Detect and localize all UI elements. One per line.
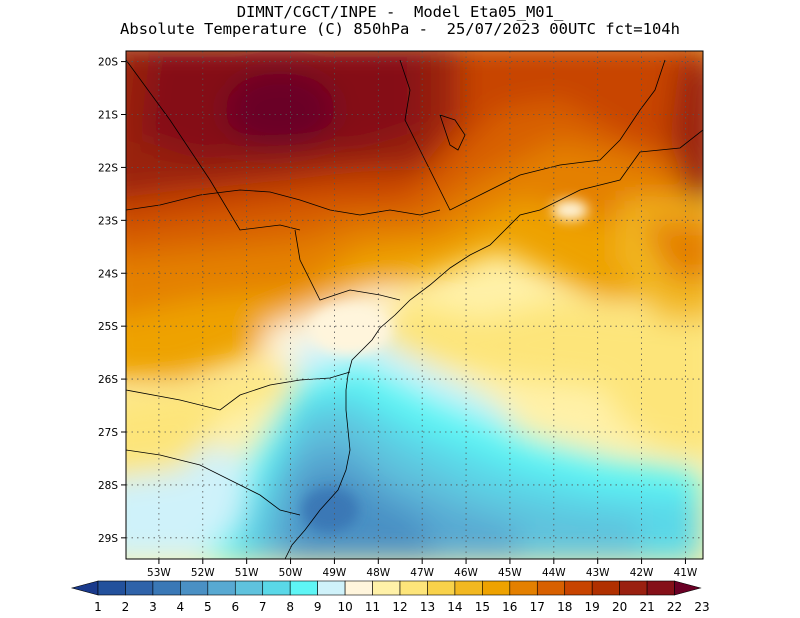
colorbar-swatch (125, 580, 154, 596)
lat-tick-label: 27S (98, 427, 118, 439)
colorbar-swatch (152, 580, 181, 596)
field-east-orange (640, 220, 703, 280)
colorbar-swatch (317, 580, 346, 596)
field-west-mild (126, 400, 220, 477)
colorbar-arrow-right (674, 580, 702, 596)
colorbar-label: 14 (447, 600, 462, 614)
colorbar-label: 8 (286, 600, 294, 614)
colorbar-swatch (564, 580, 593, 596)
colorbar-swatch (207, 580, 236, 596)
title-line-1: DIMNT/CGCT/INPE - Model Eta05_M01_ (236, 3, 564, 21)
colorbar-label: 10 (337, 600, 352, 614)
colorbar-label: 16 (502, 600, 517, 614)
colorbar-label: 13 (420, 600, 435, 614)
boundaries (126, 59, 703, 559)
colorbar-swatch (344, 580, 373, 596)
title-line-2: Absolute Temperature (C) 850hPa - 25/07/… (120, 20, 680, 38)
lat-tick-label: 20S (98, 57, 118, 69)
colorbar-label: 1 (94, 600, 102, 614)
colorbar-swatch (619, 580, 648, 596)
lon-tick-label: 46W (454, 567, 478, 579)
colorbar-label: 12 (392, 600, 407, 614)
colorbar-label: 18 (557, 600, 572, 614)
lon-tick-label: 45W (498, 567, 522, 579)
lon-tick-label: 52W (191, 567, 215, 579)
field-band-21-east (670, 60, 703, 200)
field-core-23 (225, 70, 335, 150)
colorbar-swatch (399, 580, 428, 596)
colorbar-arrow-left (70, 580, 99, 596)
colorbar-label: 11 (365, 600, 380, 614)
lon-tick-label: 53W (147, 567, 171, 579)
lon-tick-label: 47W (410, 567, 434, 579)
colorbar-label: 6 (231, 600, 239, 614)
colorbar-swatch (180, 580, 209, 596)
colorbar-label: 3 (149, 600, 157, 614)
colorbar-label: 2 (122, 600, 130, 614)
field-band-13 (126, 380, 703, 494)
map-title: DIMNT/CGCT/INPE - Model Eta05_M01_ Absol… (0, 4, 800, 38)
colorbar-label: 9 (314, 600, 322, 614)
map-frame (125, 50, 704, 560)
state-border-ms-sp (126, 59, 301, 231)
coastline (284, 129, 703, 559)
lon-tick-label: 42W (630, 567, 654, 579)
state-border-mg-north (399, 59, 666, 211)
colorbar-label: 22 (667, 600, 682, 614)
colorbar-label: 19 (585, 600, 600, 614)
colorbar-swatch (509, 580, 538, 596)
colorbar: 1 2 3 4 5 6 7 8 9 10 11 12 13 14 15 16 17 18 19 20 21 22 23 (70, 580, 710, 614)
lon-tick-label: 48W (366, 567, 390, 579)
lat-tick-label: 28S (98, 480, 118, 492)
field-cold-spot (302, 488, 358, 532)
lat-tick-label: 26S (98, 374, 118, 386)
lat-tick-label: 22S (98, 162, 118, 174)
lon-tick-label: 41W (674, 567, 698, 579)
colorbar-swatch (234, 580, 264, 596)
field-band-15 (126, 300, 703, 435)
lon-tick-label: 44W (542, 567, 566, 579)
field-se-warm (600, 362, 703, 458)
colorbar-swatch (262, 580, 291, 596)
lat-tick-label: 23S (98, 215, 118, 227)
lon-tick-label: 50W (279, 567, 303, 579)
lat-tick-label: 29S (98, 533, 118, 545)
colorbar-label: 4 (177, 600, 185, 614)
colorbar-label: 15 (475, 600, 490, 614)
temperature-field (126, 51, 703, 559)
colorbar-label: 5 (204, 600, 212, 614)
lat-lon-grid (126, 51, 703, 559)
lat-ticks: 20S 21S 22S 23S 24S 25S 26S 27S 28S 29S (98, 57, 126, 545)
colorbar-swatch (646, 580, 675, 596)
colorbar-swatch (482, 580, 511, 596)
lat-tick-label: 25S (98, 321, 118, 333)
colorbar-label: 17 (530, 600, 545, 614)
lon-tick-label: 49W (323, 567, 347, 579)
state-border-sp-pr (294, 229, 401, 301)
field-pale-center (310, 305, 390, 355)
colorbar-swatch (454, 580, 483, 596)
lon-ticks: 53W 52W 51W 50W 49W 48W 47W 46W 45W 44W 43W 42W 41W (147, 559, 698, 579)
colorbar-label: 21 (639, 600, 654, 614)
lat-tick-label: 24S (98, 268, 118, 280)
state-border-pr-sc (126, 371, 351, 411)
colorbar-swatch (427, 580, 456, 596)
colorbar-swatch (536, 580, 566, 596)
lon-tick-label: 43W (586, 567, 610, 579)
colorbar-label: 20 (612, 600, 627, 614)
field-pale-spot (552, 200, 588, 220)
lon-tick-label: 51W (235, 567, 259, 579)
colorbar-swatch (591, 580, 620, 596)
lat-tick-label: 21S (98, 110, 118, 122)
colorbar-label: 7 (259, 600, 267, 614)
state-border-sc-rs (126, 449, 301, 516)
colorbar-swatch (97, 580, 126, 596)
colorbar-swatch (289, 580, 318, 596)
reservoir-outline (439, 114, 466, 151)
colorbar-label: 23 (694, 600, 709, 614)
colorbar-swatch (372, 580, 401, 596)
state-border-mg-sp (126, 189, 441, 216)
